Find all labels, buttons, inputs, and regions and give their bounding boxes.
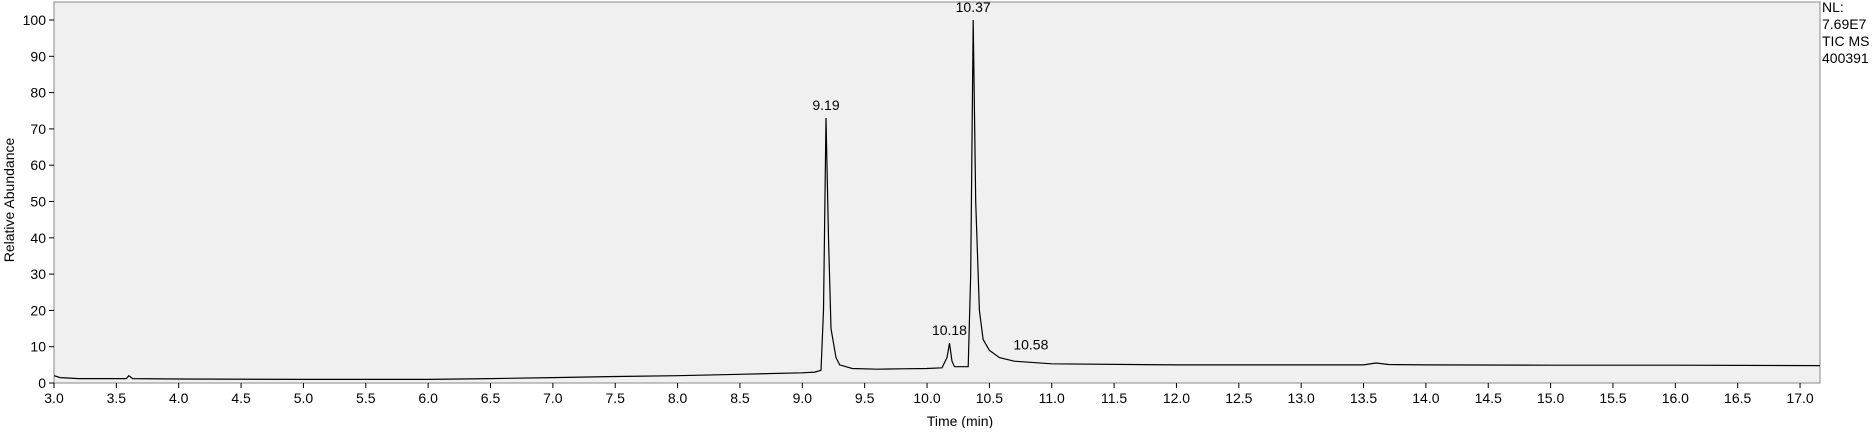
- x-tick-label: 7.0: [543, 390, 563, 406]
- y-tick-label: 50: [30, 194, 46, 210]
- y-tick-label: 80: [30, 85, 46, 101]
- x-tick-label: 9.5: [855, 390, 875, 406]
- trace: [53, 19, 1821, 380]
- x-tick-label: 17.0: [1786, 390, 1813, 406]
- side-note: NL:: [1822, 0, 1844, 15]
- x-tick-label: 8.0: [668, 390, 688, 406]
- x-tick-label: 4.0: [169, 390, 189, 406]
- y-tick-label: 60: [30, 157, 46, 173]
- y-tick-label: 40: [30, 230, 46, 246]
- x-tick-label: 16.0: [1662, 390, 1689, 406]
- peak-label: 10.37: [956, 0, 991, 15]
- side-note: 7.69E7: [1822, 16, 1867, 32]
- x-tick-label: 9.0: [793, 390, 813, 406]
- plot-area: [53, 1, 1821, 384]
- x-tick-label: 15.5: [1599, 390, 1626, 406]
- side-note: TIC MS: [1822, 33, 1869, 49]
- y-tick-label: 70: [30, 121, 46, 137]
- peak-label: 10.18: [932, 322, 967, 338]
- peak-label: 10.58: [1013, 337, 1048, 353]
- x-tick-label: 12.5: [1225, 390, 1252, 406]
- x-tick-label: 6.5: [481, 390, 501, 406]
- x-tick-label: 8.5: [730, 390, 750, 406]
- x-tick-label: 15.0: [1537, 390, 1564, 406]
- x-tick-label: 5.5: [356, 390, 376, 406]
- x-tick-label: 12.0: [1163, 390, 1190, 406]
- x-tick-label: 13.0: [1288, 390, 1315, 406]
- y-tick-label: 100: [23, 12, 47, 28]
- x-tick-label: 14.5: [1475, 390, 1502, 406]
- y-tick-label: 90: [30, 48, 46, 64]
- x-tick-label: 10.0: [913, 390, 940, 406]
- peak-label: 9.19: [812, 97, 839, 113]
- y-tick-label: 0: [38, 375, 46, 391]
- x-tick-label: 14.0: [1412, 390, 1439, 406]
- x-tick-label: 16.5: [1724, 390, 1751, 406]
- x-tick-label: 11.0: [1039, 390, 1065, 406]
- x-tick-label: 13.5: [1350, 390, 1377, 406]
- y-tick-label: 10: [30, 339, 46, 355]
- y-tick-label: 30: [30, 266, 46, 282]
- x-tick-label: 7.5: [605, 390, 625, 406]
- x-tick-label: 6.0: [418, 390, 438, 406]
- x-axis-label: Time (min): [927, 413, 993, 428]
- x-tick-label: 11.5: [1101, 390, 1127, 406]
- x-tick-label: 3.5: [107, 390, 127, 406]
- x-tick-label: 5.0: [294, 390, 314, 406]
- x-tick-label: 4.5: [231, 390, 251, 406]
- y-axis-label: Relative Abundance: [1, 138, 17, 263]
- x-tick-label: 3.0: [44, 390, 64, 406]
- x-tick-label: 10.5: [976, 390, 1003, 406]
- side-note: 400391: [1822, 50, 1869, 66]
- y-tick-label: 20: [30, 302, 46, 318]
